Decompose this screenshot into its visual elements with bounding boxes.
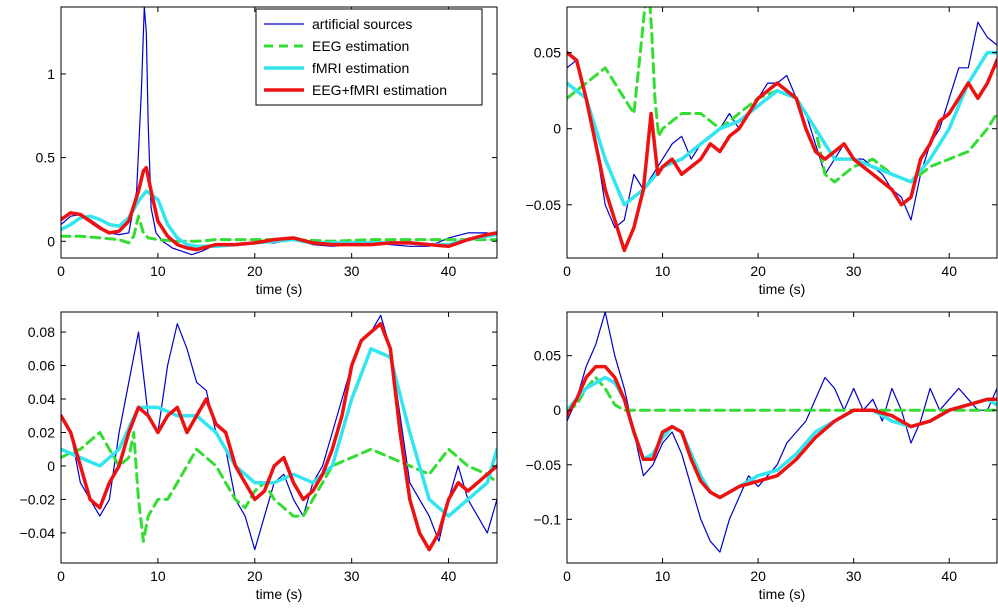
axes-frame xyxy=(60,6,498,259)
panel-2: 0 10 20 30 40 −0.05 0 0.05 time (s) xyxy=(526,6,998,297)
series-line-eeg-fmri-estimation xyxy=(61,321,497,552)
y-tick-label: 0 xyxy=(47,233,55,249)
panel-3: 0 10 20 30 40 −0.04 −0.02 0 0.02 0.04 0.06 0.08 time… xyxy=(20,311,498,602)
y-tick-label: 0.06 xyxy=(28,358,55,374)
y-tick-label: −0.02 xyxy=(20,491,56,507)
panel-4: 0 10 20 30 40 −0.1 −0.05 0 0.05 time (s) xyxy=(526,311,998,602)
axes-frame xyxy=(566,6,998,259)
series-line-eeg-estimation xyxy=(61,431,497,543)
y-tick-label: 0 xyxy=(47,458,55,474)
series-line-artificial-sources xyxy=(567,21,997,229)
x-tick-label: 10 xyxy=(150,263,166,279)
plot-area xyxy=(567,312,997,563)
y-tick-label: 0.04 xyxy=(28,391,55,407)
y-tick-label: 0 xyxy=(553,121,561,137)
series-line-artificial-sources xyxy=(61,314,497,551)
series-group xyxy=(61,314,497,552)
x-tick-label: 10 xyxy=(655,568,671,584)
x-axis-label: time (s) xyxy=(759,586,806,602)
series-line-eeg-estimation xyxy=(567,376,997,412)
series-line-eeg-fmri-estimation xyxy=(61,165,497,252)
series-line-artificial-sources xyxy=(61,7,497,256)
legend-entry-artificial-sources: artificial sources xyxy=(312,16,412,32)
y-tick-label: 0 xyxy=(553,402,561,418)
y-tick-label: −0.05 xyxy=(526,457,562,473)
x-tick-label: 40 xyxy=(941,263,957,279)
x-tick-label: 40 xyxy=(441,568,457,584)
x-tick-label: 20 xyxy=(247,263,263,279)
y-tick-label: 0.08 xyxy=(28,324,55,340)
x-tick-label: 20 xyxy=(750,263,766,279)
series-group xyxy=(567,312,997,553)
panel-1: 0 10 20 30 40 0 0.5 1 time (s) artificial sources… xyxy=(36,6,498,297)
series-line-eeg-fmri-estimation xyxy=(567,50,997,253)
x-tick-label: 40 xyxy=(941,568,957,584)
x-tick-label: 20 xyxy=(247,568,263,584)
y-tick-label: −0.04 xyxy=(20,525,56,541)
y-tick-label: 0.02 xyxy=(28,424,55,440)
y-tick-label: 1 xyxy=(47,66,55,82)
x-tick-label: 30 xyxy=(846,263,862,279)
series-line-eeg-fmri-estimation xyxy=(567,364,997,500)
x-tick-label: 0 xyxy=(563,263,571,279)
x-tick-label: 40 xyxy=(441,263,457,279)
series-line-artificial-sources xyxy=(567,312,997,553)
x-tick-label: 0 xyxy=(563,568,571,584)
legend-entry-eeg-estimation: EEG estimation xyxy=(312,38,409,54)
x-tick-label: 30 xyxy=(846,568,862,584)
x-axis-label: time (s) xyxy=(256,281,303,297)
legend: artificial sources EEG estimation fMRI est… xyxy=(255,8,483,106)
x-tick-label: 10 xyxy=(655,263,671,279)
legend-entry-fmri-estimation: fMRI estimation xyxy=(312,60,409,76)
plot-area xyxy=(567,7,997,258)
y-tick-label: 0.5 xyxy=(36,150,56,166)
series-line-fmri-estimation xyxy=(567,50,997,207)
series-group xyxy=(567,7,997,253)
legend-entry-eeg-fmri-estimation: EEG+fMRI estimation xyxy=(312,82,447,98)
series-line-eeg-estimation xyxy=(61,214,497,245)
y-tick-label: −0.1 xyxy=(533,511,561,527)
x-tick-label: 0 xyxy=(57,568,65,584)
x-tick-label: 0 xyxy=(57,263,65,279)
y-tick-label: 0.05 xyxy=(534,348,561,364)
x-tick-label: 30 xyxy=(344,263,360,279)
series-group xyxy=(61,7,497,256)
x-tick-label: 20 xyxy=(750,568,766,584)
x-tick-label: 10 xyxy=(150,568,166,584)
x-axis-label: time (s) xyxy=(256,586,303,602)
axes-frame xyxy=(566,311,998,564)
y-tick-label: 0.05 xyxy=(534,45,561,61)
axes-frame xyxy=(60,311,498,564)
y-tick-label: −0.05 xyxy=(526,197,562,213)
x-tick-label: 30 xyxy=(344,568,360,584)
x-axis-label: time (s) xyxy=(759,281,806,297)
